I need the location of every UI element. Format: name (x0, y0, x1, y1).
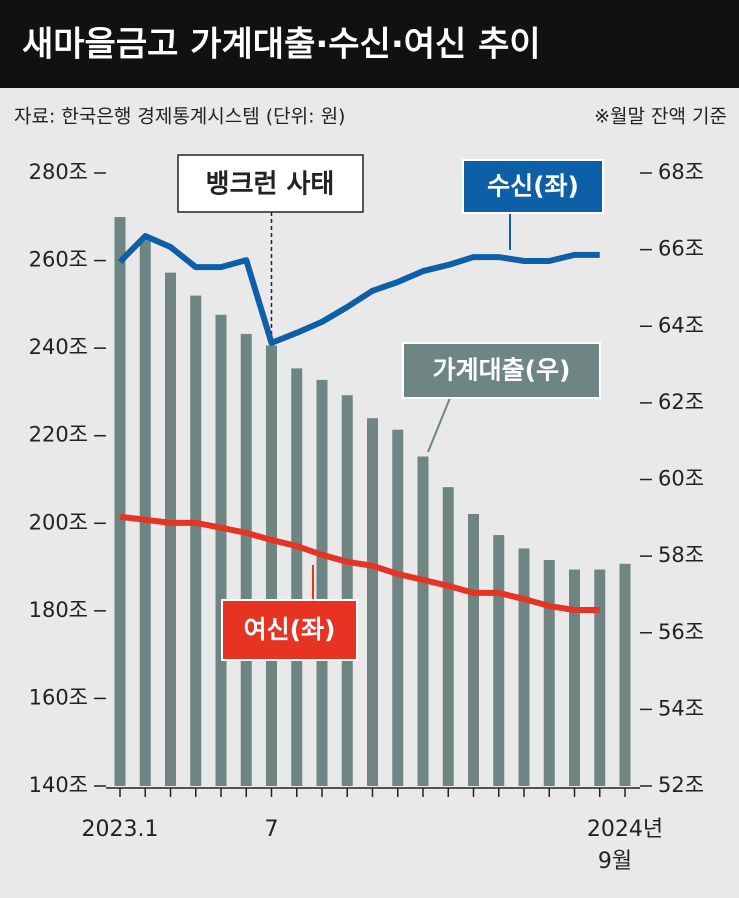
legend-box (462, 159, 604, 214)
y2-tick-label: 64조 (658, 313, 704, 337)
bar (316, 379, 328, 786)
bar (240, 333, 252, 786)
y2-tick-label: 62조 (658, 390, 704, 414)
y-tick-label: 200조 (29, 510, 88, 534)
x-tick-line: 2024년 (587, 817, 663, 842)
annotation-text: 뱅크런 사태 (206, 170, 335, 200)
y2-tick-label: 68조 (658, 160, 704, 184)
bar (392, 429, 404, 786)
subtitle: 자료: 한국은행 경제통계시스템 (단위: 원) (14, 106, 345, 128)
legend-box (402, 342, 601, 399)
bar (341, 395, 353, 786)
bar (190, 295, 202, 786)
y-tick-label: 140조 (29, 773, 88, 797)
bar (543, 559, 555, 786)
legend-label: 가계대출(우) (433, 356, 571, 385)
bar (468, 513, 479, 786)
legend-pointer (427, 397, 451, 453)
title-bar (0, 0, 739, 88)
bar (215, 314, 227, 786)
chart-title: 새마을금고 가계대출·수신·여신 추이 (22, 25, 541, 65)
x-tick-label: 7 (265, 817, 279, 842)
y2-tick-label: 66조 (658, 237, 704, 261)
legend-label: 여신(좌) (244, 615, 336, 644)
y2-tick-label: 58조 (658, 543, 704, 567)
y-tick-label: 240조 (29, 335, 88, 359)
y-tick-label: 160조 (29, 685, 88, 709)
bar (367, 418, 378, 786)
bar (442, 487, 454, 786)
y-tick-label: 280조 (29, 160, 88, 184)
y-tick-label: 260조 (29, 248, 88, 272)
bar (114, 217, 126, 786)
y2-tick-label: 54조 (658, 696, 704, 720)
bar (594, 569, 606, 786)
y-tick-label: 220조 (29, 423, 88, 447)
line (119, 513, 600, 613)
bar (417, 456, 429, 786)
x-tick-label: 2024년 9월 (587, 817, 663, 874)
annotation-box (177, 154, 364, 213)
bar (493, 535, 505, 786)
y2-tick-label: 52조 (658, 773, 704, 797)
line (117, 233, 600, 346)
bar (139, 240, 151, 786)
y2-tick-label: 56조 (658, 620, 704, 644)
legend-label: 수신(좌) (487, 172, 579, 201)
bar (569, 569, 580, 786)
legend-box (221, 599, 358, 661)
bar (165, 272, 176, 786)
bar (291, 368, 303, 786)
note: ※월말 잔액 기준 (594, 106, 727, 128)
x-tick-label: 2023.1 (82, 817, 159, 842)
bar (266, 345, 277, 786)
bar (619, 563, 631, 786)
y-tick-label: 180조 (29, 598, 88, 622)
bar (518, 548, 530, 786)
x-tick-line: 9월 (598, 849, 632, 874)
y2-tick-label: 60조 (658, 467, 704, 491)
